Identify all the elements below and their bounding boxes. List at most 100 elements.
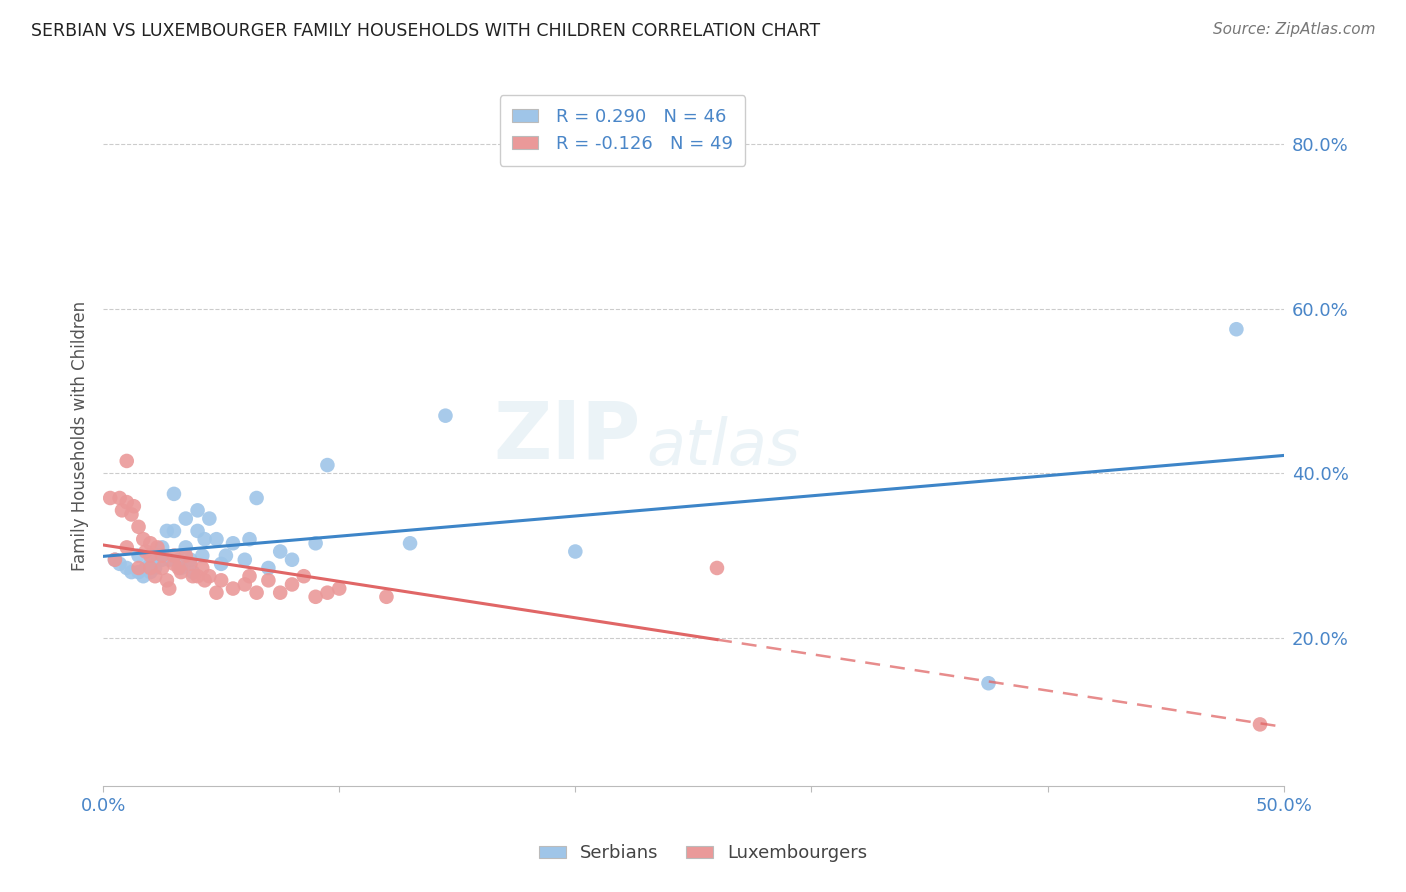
Point xyxy=(304,536,326,550)
Point xyxy=(139,536,162,550)
Point xyxy=(179,553,201,567)
Point xyxy=(174,541,197,555)
Point xyxy=(111,503,134,517)
Point xyxy=(222,582,245,596)
Legend: R = 0.290   N = 46, R = -0.126   N = 49: R = 0.290 N = 46, R = -0.126 N = 49 xyxy=(499,95,745,166)
Point xyxy=(115,561,138,575)
Point xyxy=(132,532,155,546)
Point xyxy=(128,565,150,579)
Point xyxy=(120,508,142,522)
Point xyxy=(281,553,304,567)
Point xyxy=(104,553,127,567)
Point xyxy=(174,549,197,563)
Point xyxy=(238,569,260,583)
Point xyxy=(245,491,267,505)
Point xyxy=(163,549,186,563)
Point xyxy=(143,561,166,575)
Point xyxy=(139,549,162,563)
Y-axis label: Family Households with Children: Family Households with Children xyxy=(72,301,89,571)
Point xyxy=(269,585,291,599)
Point xyxy=(215,549,238,563)
Point xyxy=(1225,322,1247,336)
Point xyxy=(128,561,150,575)
Point xyxy=(209,574,232,588)
Point xyxy=(98,491,121,505)
Point xyxy=(128,549,150,563)
Point xyxy=(170,561,193,575)
Point xyxy=(434,409,457,423)
Point xyxy=(375,590,398,604)
Point xyxy=(120,565,142,579)
Point xyxy=(163,524,186,538)
Point xyxy=(209,557,232,571)
Point xyxy=(150,541,173,555)
Point xyxy=(191,561,214,575)
Point xyxy=(316,585,339,599)
Point xyxy=(564,544,586,558)
Point xyxy=(222,536,245,550)
Point xyxy=(191,549,214,563)
Point xyxy=(135,561,157,575)
Point xyxy=(205,532,228,546)
Point xyxy=(167,561,190,575)
Point xyxy=(316,458,339,472)
Point xyxy=(269,544,291,558)
Point xyxy=(104,553,127,567)
Point xyxy=(167,553,190,567)
Point xyxy=(146,541,169,555)
Point xyxy=(187,503,209,517)
Point xyxy=(257,574,280,588)
Point xyxy=(198,511,221,525)
Point xyxy=(139,557,162,571)
Point xyxy=(187,569,209,583)
Legend: Serbians, Luxembourgers: Serbians, Luxembourgers xyxy=(531,838,875,870)
Point xyxy=(163,487,186,501)
Point xyxy=(108,491,131,505)
Point xyxy=(143,569,166,583)
Text: Source: ZipAtlas.com: Source: ZipAtlas.com xyxy=(1212,22,1375,37)
Point xyxy=(292,569,315,583)
Point xyxy=(150,553,173,567)
Point xyxy=(128,520,150,534)
Point xyxy=(174,511,197,525)
Point xyxy=(977,676,1000,690)
Point xyxy=(139,565,162,579)
Point xyxy=(399,536,422,550)
Point xyxy=(181,565,204,579)
Text: atlas: atlas xyxy=(647,416,800,478)
Point xyxy=(233,577,256,591)
Point xyxy=(179,557,201,571)
Point xyxy=(194,532,217,546)
Point xyxy=(108,557,131,571)
Point xyxy=(233,553,256,567)
Point xyxy=(163,557,186,571)
Text: SERBIAN VS LUXEMBOURGER FAMILY HOUSEHOLDS WITH CHILDREN CORRELATION CHART: SERBIAN VS LUXEMBOURGER FAMILY HOUSEHOLD… xyxy=(31,22,820,40)
Point xyxy=(181,569,204,583)
Point xyxy=(115,495,138,509)
Point xyxy=(257,561,280,575)
Point xyxy=(132,569,155,583)
Point xyxy=(304,590,326,604)
Point xyxy=(156,574,179,588)
Point xyxy=(170,565,193,579)
Point xyxy=(245,585,267,599)
Point xyxy=(150,561,173,575)
Point xyxy=(122,500,145,514)
Point xyxy=(115,541,138,555)
Point xyxy=(139,561,162,575)
Point xyxy=(205,585,228,599)
Point xyxy=(150,549,173,563)
Point xyxy=(238,532,260,546)
Point xyxy=(157,553,180,567)
Point xyxy=(156,524,179,538)
Point xyxy=(115,454,138,468)
Point xyxy=(706,561,728,575)
Point xyxy=(328,582,350,596)
Point xyxy=(187,524,209,538)
Point xyxy=(157,582,180,596)
Point xyxy=(198,569,221,583)
Point xyxy=(1249,717,1271,731)
Point xyxy=(194,574,217,588)
Point xyxy=(146,549,169,563)
Point xyxy=(281,577,304,591)
